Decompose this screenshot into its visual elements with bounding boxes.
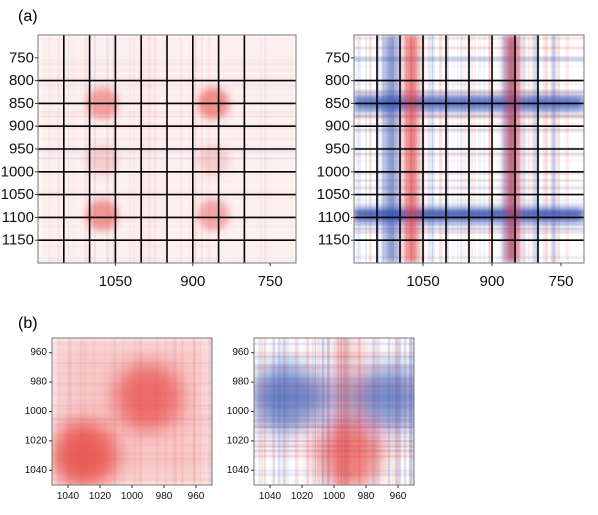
x-tick-label: 1040 (259, 491, 282, 502)
y-tick-label: 1050 (317, 186, 350, 203)
x-tick-label: 750 (258, 273, 283, 290)
y-tick-label: 1040 (25, 465, 48, 476)
y-tick-label: 1020 (227, 435, 250, 446)
chart-a2: 750 800 850 900 950 1000 1050 1100 1150 1050 900 75… (317, 34, 585, 290)
y-tick-label: 980 (232, 377, 249, 388)
y-tick-label: 1100 (2, 209, 34, 226)
charts-group: 750 800 850 900 950 1000 1050 1100 1150 1050 900 75… (1, 34, 585, 502)
x-tick-label: 960 (390, 491, 407, 502)
y-tick-label: 1050 (1, 186, 34, 203)
y-tick-label: 960 (232, 347, 249, 358)
peak-negative (356, 362, 414, 431)
peak-negative (254, 362, 320, 431)
y-tick-label: 1000 (317, 163, 350, 180)
chart-b2: 960 980 1000 1020 1040 1040 1020 1000 980 960 (227, 337, 415, 502)
y-tick-label: 900 (325, 118, 350, 135)
y-tick-label: 980 (30, 377, 47, 388)
heatmap-features (354, 35, 584, 263)
x-tick-label: 900 (479, 273, 504, 290)
y-tick-label: 950 (325, 141, 350, 158)
y-tick-label: 1150 (318, 232, 350, 249)
heatmap-body (52, 338, 212, 485)
x-tick-label: 960 (188, 491, 205, 502)
y-tick-label: 1150 (2, 232, 34, 249)
x-tick-label: 980 (358, 491, 375, 502)
y-tick-label: 850 (9, 95, 34, 112)
peak-positive (86, 144, 119, 177)
y-tick-label: 750 (325, 49, 350, 66)
y-tick-label: 1000 (1, 163, 34, 180)
y-tick-label: 900 (9, 118, 34, 135)
y-tick-label: 960 (30, 347, 47, 358)
x-tick-label: 1000 (121, 491, 144, 502)
panel-b-label: (b) (18, 315, 38, 332)
chart-a1: 750 800 850 900 950 1000 1050 1100 1150 1050 900 75… (1, 34, 297, 290)
y-tick-label: 800 (9, 72, 34, 89)
y-tick-label: 1000 (227, 406, 250, 417)
heatmap-body (254, 338, 414, 485)
x-tick-label: 1020 (89, 491, 112, 502)
peak-positive (86, 199, 119, 232)
peak-positive (197, 199, 230, 232)
x-tick-label: 1050 (99, 273, 132, 290)
x-tick-label: 1000 (323, 491, 346, 502)
x-tick-label: 900 (180, 273, 205, 290)
y-tick-label: 750 (9, 49, 34, 66)
peak-positive (197, 144, 230, 177)
peak-positive (52, 421, 118, 485)
x-tick-label: 1050 (406, 273, 439, 290)
x-tick-label: 1020 (291, 491, 314, 502)
y-tick-label: 1040 (227, 465, 250, 476)
chart-b1: 960 980 1000 1020 1040 1040 1020 1000 980 960 (25, 337, 213, 502)
y-tick-label: 1000 (25, 406, 48, 417)
y-tick-label: 1100 (318, 209, 350, 226)
y-tick-label: 1020 (25, 435, 48, 446)
x-tick-label: 1040 (57, 491, 80, 502)
peak-positive (316, 421, 384, 485)
peak-positive (114, 362, 182, 431)
heatmap-features (254, 338, 414, 485)
x-tick-label: 980 (156, 491, 173, 502)
y-tick-label: 800 (325, 72, 350, 89)
panel-a-label: (a) (18, 8, 38, 25)
y-tick-label: 950 (9, 141, 34, 158)
heatmap-features (52, 338, 212, 485)
x-tick-label: 750 (548, 273, 573, 290)
y-tick-label: 850 (325, 95, 350, 112)
